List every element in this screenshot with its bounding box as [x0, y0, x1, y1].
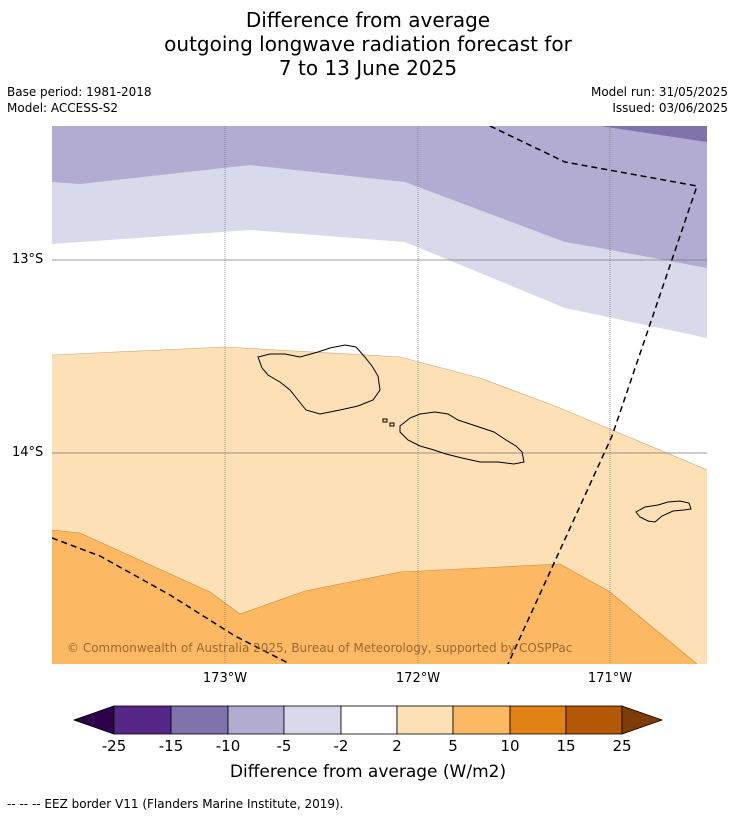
purple-mid-region: [52, 126, 707, 268]
colorbar-bin-6: [396, 705, 454, 735]
copyright-notice: © Commonwealth of Australia 2025, Bureau…: [67, 641, 573, 655]
lon-label-171w: 171°W: [587, 671, 633, 686]
colorbar-tick: -25: [101, 737, 127, 755]
colorbar-bin-8: [509, 705, 567, 735]
colorbar-bin-1: [113, 705, 172, 735]
colorbar-tick: -2: [333, 737, 349, 755]
colorbar-extend-low: [72, 705, 115, 735]
colorbar-bin-7: [452, 705, 511, 735]
colorbar-tick: 15: [556, 737, 576, 755]
title-line-1: Difference from average: [245, 8, 491, 32]
colorbar-bin-5: [340, 705, 398, 735]
colorbar-tick: -15: [158, 737, 184, 755]
base-period: Base period: 1981-2018: [7, 85, 152, 99]
map-title: Difference from average outgoing longwav…: [0, 8, 736, 80]
lat-label-13s: 13°S: [12, 252, 44, 267]
eez-border-southwest: [52, 537, 291, 664]
colorbar-tick: -5: [276, 737, 292, 755]
colorbar-tick: 25: [612, 737, 632, 755]
colorbar-tick: 10: [500, 737, 520, 755]
issued-date: Issued: 03/06/2025: [612, 101, 728, 115]
colorbar-bin-2: [170, 705, 229, 735]
graticule: [52, 126, 707, 664]
eez-border-east: [489, 126, 698, 664]
colorbar-extend-high: [621, 705, 664, 735]
model-name: Model: ACCESS-S2: [7, 101, 119, 115]
colorbar-tick: -10: [215, 737, 241, 755]
model-run: Model run: 31/05/2025: [590, 85, 728, 99]
colorbar-bin-3: [227, 705, 285, 735]
purple-dark-region: [600, 126, 707, 142]
meta-right: Model run: 31/05/2025 Issued: 03/06/2025: [591, 84, 728, 116]
colorbar-tick: 2: [392, 737, 402, 755]
eez-legend-note: -- -- -- EEZ border V11 (Flanders Marine…: [7, 797, 344, 811]
map-area: [52, 126, 707, 664]
title-line-2: outgoing longwave radiation forecast for: [164, 32, 572, 56]
manono-island: [382, 418, 395, 427]
colorbar: [72, 705, 664, 735]
upolu-island: [399, 411, 525, 465]
colorbar-label: Difference from average (W/m2): [229, 762, 507, 782]
orange-mid-region: [52, 530, 697, 664]
tutuila-island: [635, 500, 692, 523]
lon-label-173w: 173°W: [202, 671, 248, 686]
colorbar-bin-4: [283, 705, 342, 735]
title-line-3: 7 to 13 June 2025: [278, 56, 458, 80]
savaii-island: [257, 344, 381, 415]
lon-label-172w: 172°W: [395, 671, 441, 686]
colorbar-tick: 5: [448, 737, 458, 755]
lat-label-14s: 14°S: [12, 445, 44, 460]
colorbar-bin-9: [565, 705, 623, 735]
meta-left: Base period: 1981-2018 Model: ACCESS-S2: [7, 84, 152, 116]
